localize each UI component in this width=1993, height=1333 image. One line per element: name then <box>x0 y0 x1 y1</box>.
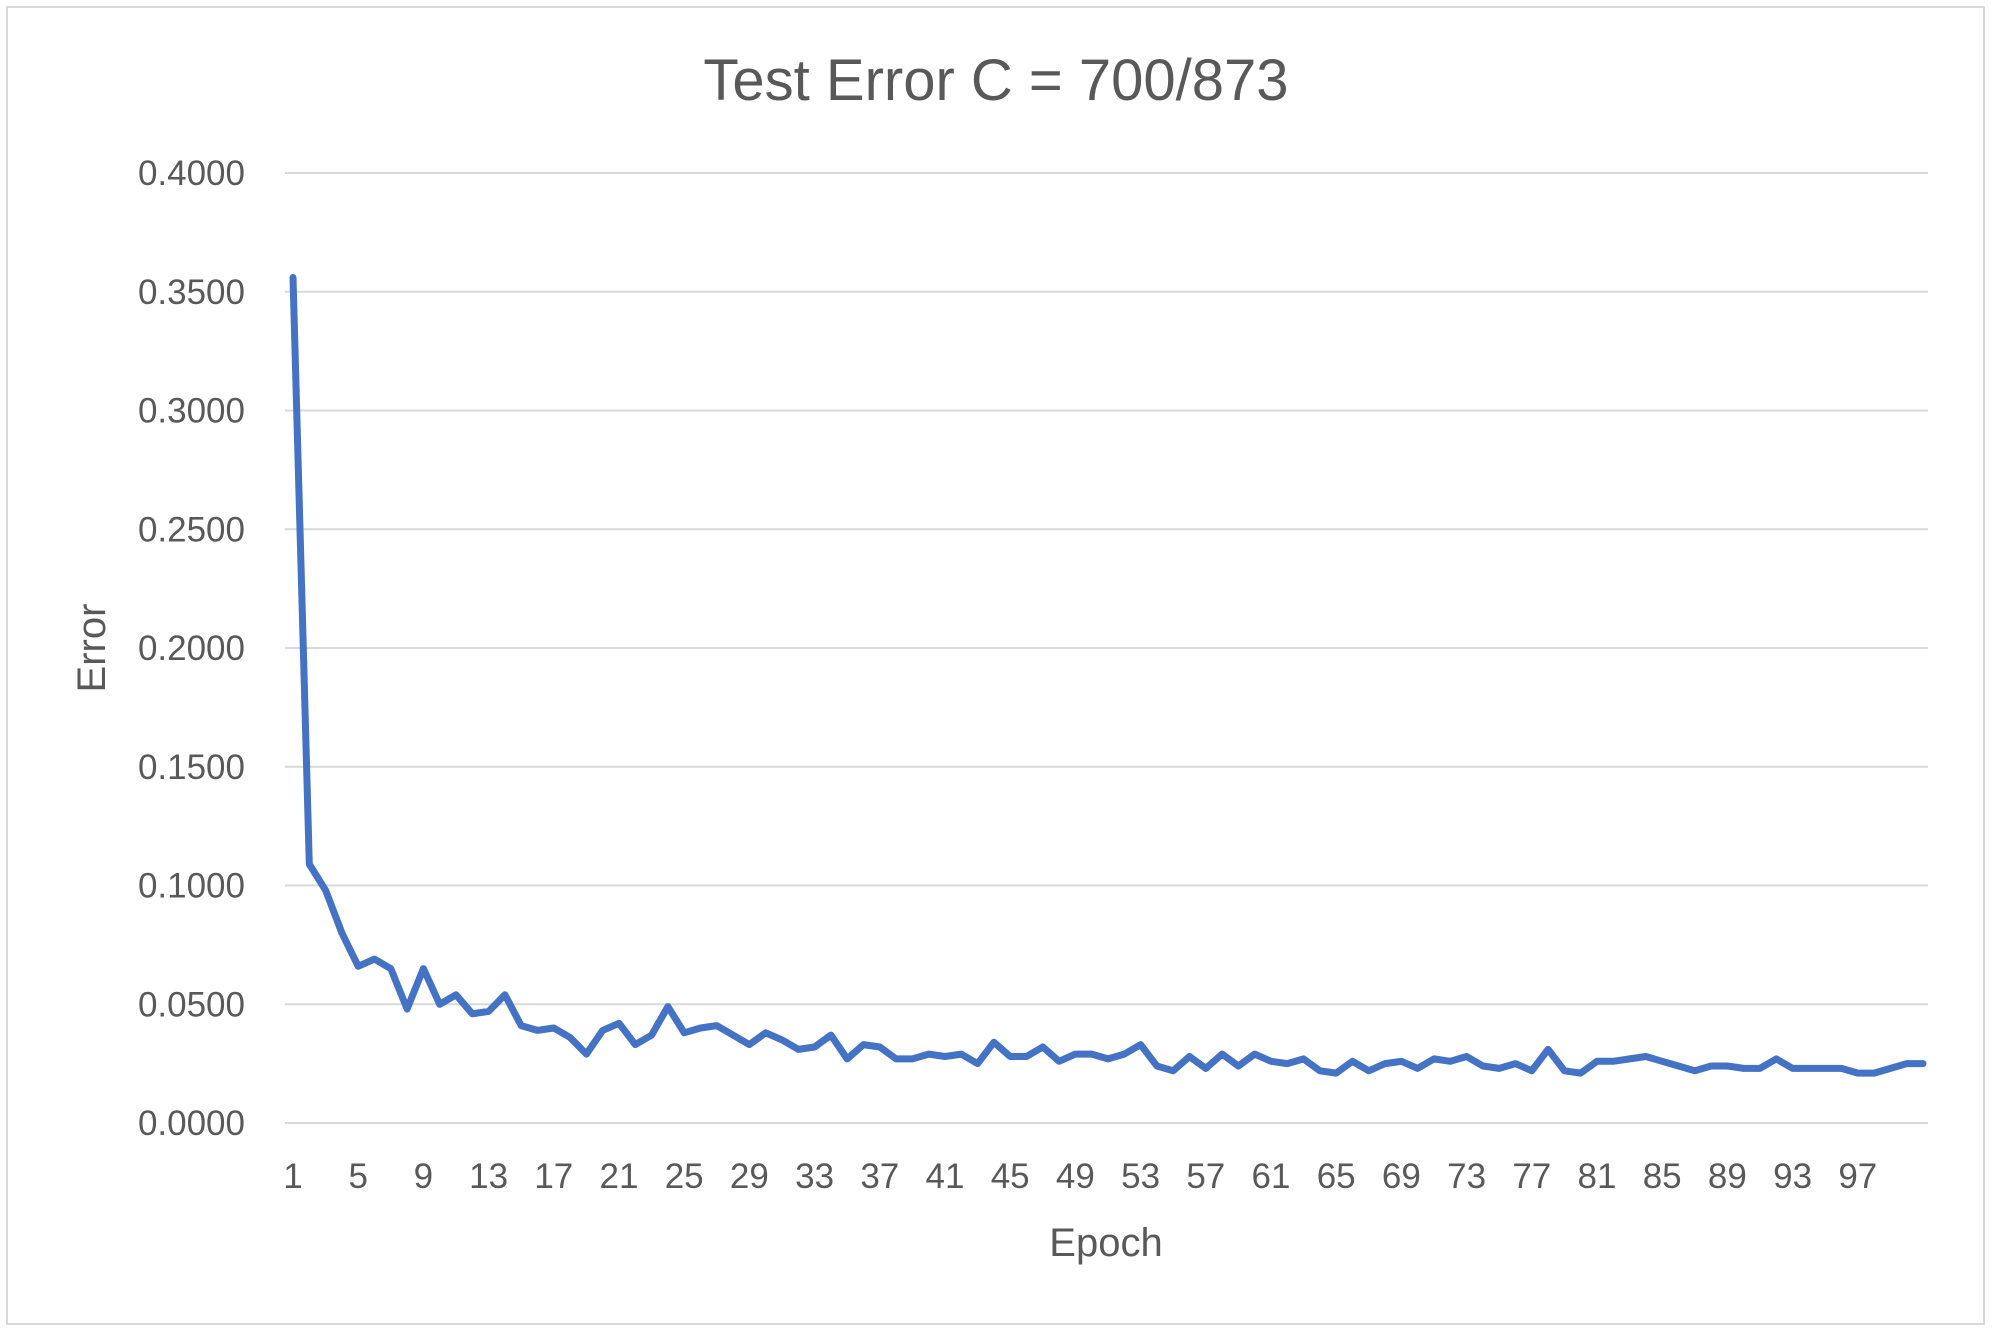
x-tick-label: 37 <box>860 1157 899 1196</box>
x-tick-label: 85 <box>1643 1157 1682 1196</box>
x-tick-label: 41 <box>926 1157 965 1196</box>
x-tick-label: 49 <box>1056 1157 1095 1196</box>
y-tick-label: 0.2000 <box>138 629 245 668</box>
gridlines <box>285 172 1928 1124</box>
x-tick-label: 29 <box>730 1157 769 1196</box>
y-axis-title: Error <box>70 604 114 693</box>
x-tick-label: 77 <box>1512 1157 1551 1196</box>
y-tick-labels: 0.0000 0.0500 0.1000 0.1500 0.2000 0.2500 0.30… <box>138 154 245 1143</box>
y-tick-label: 0.0000 <box>138 1104 245 1143</box>
y-tick-label: 0.2500 <box>138 510 245 549</box>
x-tick-label: 25 <box>665 1157 704 1196</box>
x-tick-label: 93 <box>1773 1157 1812 1196</box>
x-tick-label: 81 <box>1578 1157 1617 1196</box>
x-tick-label: 1 <box>283 1157 302 1196</box>
x-tick-label: 33 <box>795 1157 834 1196</box>
x-tick-label: 21 <box>600 1157 639 1196</box>
x-tick-label: 53 <box>1121 1157 1160 1196</box>
x-tick-label: 45 <box>991 1157 1030 1196</box>
y-tick-label: 0.4000 <box>138 154 245 193</box>
y-tick-label: 0.3000 <box>138 392 245 431</box>
series-line <box>289 274 1927 1077</box>
chart-title: Test Error C = 700/873 <box>703 48 1288 113</box>
x-tick-label: 97 <box>1838 1157 1877 1196</box>
x-tick-label: 69 <box>1382 1157 1421 1196</box>
x-tick-label: 9 <box>414 1157 433 1196</box>
x-tick-label: 13 <box>469 1157 508 1196</box>
x-axis-title: Epoch <box>1049 1221 1162 1265</box>
series-group <box>289 274 1927 1077</box>
y-tick-label: 0.0500 <box>138 985 245 1024</box>
y-tick-label: 0.1500 <box>138 748 245 787</box>
x-tick-label: 89 <box>1708 1157 1747 1196</box>
x-tick-label: 65 <box>1317 1157 1356 1196</box>
x-tick-label: 57 <box>1186 1157 1225 1196</box>
x-tick-label: 61 <box>1252 1157 1291 1196</box>
y-tick-label: 0.1000 <box>138 867 245 906</box>
x-tick-label: 17 <box>534 1157 573 1196</box>
y-tick-label: 0.3500 <box>138 273 245 312</box>
chart-frame <box>6 6 1985 1325</box>
x-tick-label: 5 <box>348 1157 367 1196</box>
x-tick-labels: 1 5 9 13 17 21 25 29 33 37 41 45 49 53 57 61 65 69 73 77 81 8… <box>283 1157 1877 1196</box>
x-tick-label: 73 <box>1447 1157 1486 1196</box>
